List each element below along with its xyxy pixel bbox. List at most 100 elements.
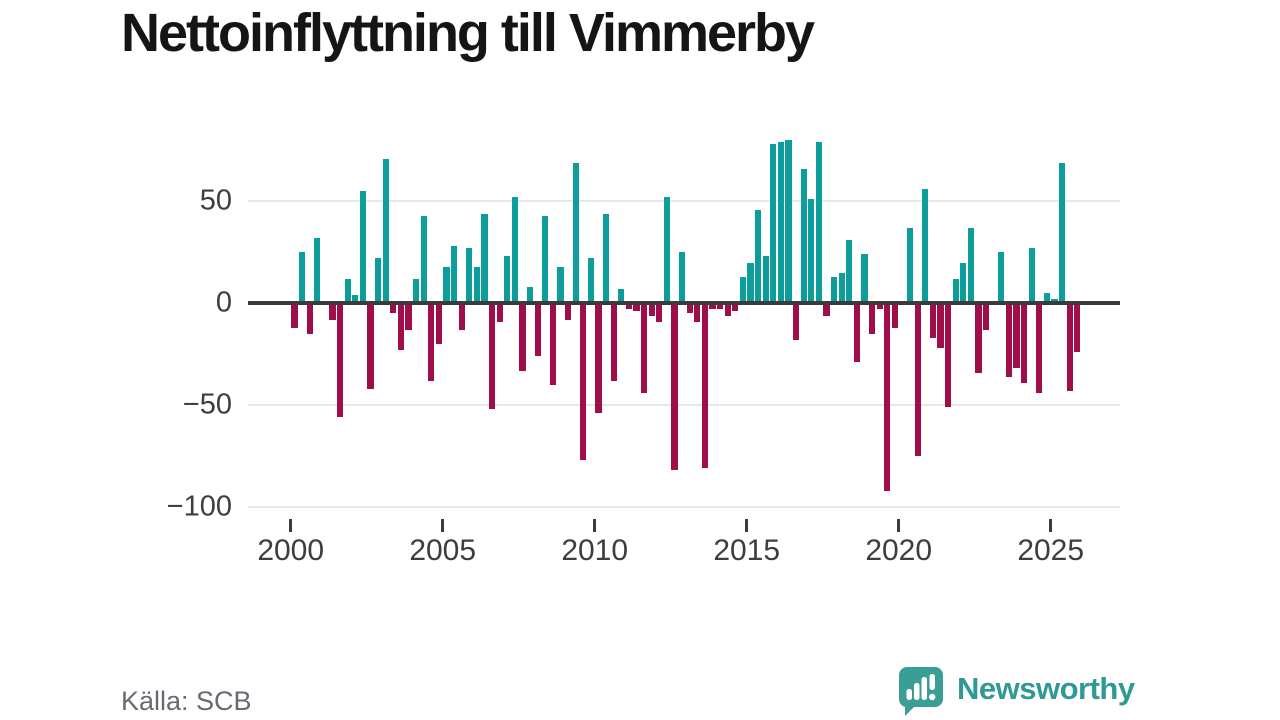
bar-2001-q2 <box>329 303 336 320</box>
bar-2001-q3 <box>336 303 344 418</box>
bar-2020-q4 <box>922 189 929 304</box>
gridline--50 <box>248 404 1120 407</box>
y-axis-label-50: 50 <box>199 184 232 217</box>
x-axis-label-2005: 2005 <box>409 534 477 567</box>
bar-2024-q1 <box>1020 303 1028 383</box>
x-axis-tick-2025 <box>1049 519 1053 532</box>
bar-2021-q1 <box>929 303 937 338</box>
bar-2000-q2 <box>298 252 306 304</box>
bar-2010-q2 <box>602 213 610 304</box>
bar-2012-q2 <box>663 197 671 304</box>
newsworthy-logo: Newsworthy <box>898 666 1135 716</box>
newsworthy-logo-icon <box>899 667 943 716</box>
bar-2003-q2 <box>390 303 397 314</box>
bar-2009-q4 <box>587 258 595 304</box>
bar-2003-q4 <box>405 303 412 330</box>
bar-2002-q1 <box>352 295 359 304</box>
bar-2022-q1 <box>960 262 967 304</box>
bar-2000-q4 <box>314 238 321 304</box>
bar-2009-q2 <box>572 162 579 304</box>
bar-2005-q4 <box>466 248 473 304</box>
bar-2015-q3 <box>762 256 769 304</box>
bar-2014-q3 <box>732 303 739 312</box>
bar-2025-q3 <box>1066 303 1073 391</box>
bar-2024-q4 <box>1043 293 1051 304</box>
bar-2007-q1 <box>504 256 511 304</box>
bar-2014-q1 <box>716 303 724 310</box>
x-axis-label-2020: 2020 <box>865 534 933 567</box>
bar-2019-q1 <box>868 303 876 334</box>
x-axis-zero-line <box>248 301 1120 306</box>
x-axis-tick-2015 <box>745 519 749 532</box>
bar-2012-q4 <box>678 252 686 304</box>
bar-2011-q4 <box>648 303 655 316</box>
bar-2002-q3 <box>367 303 374 389</box>
bar-2012-q1 <box>656 303 663 322</box>
bar-2013-q2 <box>694 303 701 322</box>
bar-2005-q1 <box>443 266 450 304</box>
x-axis-label-2010: 2010 <box>561 534 629 567</box>
bar-2017-q2 <box>815 142 823 304</box>
bar-2017-q3 <box>823 303 830 316</box>
bar-2009-q3 <box>580 303 587 461</box>
bar-2021-q3 <box>944 303 952 408</box>
bar-2013-q1 <box>686 303 693 314</box>
bar-2003-q3 <box>397 303 405 351</box>
y-axis-label--50: −50 <box>182 388 232 421</box>
bar-2006-q4 <box>496 303 503 322</box>
gridline-50 <box>248 200 1120 203</box>
bar-2013-q4 <box>709 303 716 310</box>
bar-2018-q2 <box>846 240 853 304</box>
bar-2000-q1 <box>291 303 298 328</box>
bar-2018-q3 <box>853 303 861 363</box>
bar-2003-q1 <box>382 158 389 304</box>
bar-2018-q1 <box>838 272 845 304</box>
bar-2012-q3 <box>671 303 678 471</box>
x-axis-tick-2000 <box>289 519 293 532</box>
bar-2022-q2 <box>967 227 975 304</box>
bar-2020-q3 <box>914 303 921 457</box>
bar-2016-q2 <box>785 140 792 304</box>
bar-2015-q2 <box>754 209 762 304</box>
bar-2023-q3 <box>1005 303 1013 377</box>
bar-2017-q4 <box>830 276 838 304</box>
bar-2011-q3 <box>640 303 648 393</box>
bar-2014-q4 <box>739 276 747 304</box>
bar-2006-q3 <box>488 303 496 410</box>
bar-2006-q1 <box>473 266 481 304</box>
x-axis-tick-2020 <box>897 519 901 532</box>
x-axis-label-2025: 2025 <box>1017 534 1085 567</box>
gridline--100 <box>248 506 1120 508</box>
bar-2016-q1 <box>777 142 785 304</box>
bar-2002-q2 <box>359 191 367 304</box>
bar-2006-q2 <box>481 213 488 304</box>
bar-2024-q2 <box>1028 248 1035 304</box>
bar-2011-q2 <box>633 303 640 312</box>
bar-2023-q2 <box>998 252 1005 304</box>
bar-2019-q2 <box>876 303 883 310</box>
bar-2007-q2 <box>511 197 519 304</box>
bar-2019-q3 <box>884 303 891 491</box>
bar-2010-q4 <box>618 289 625 304</box>
bar-2025-q4 <box>1074 303 1081 353</box>
x-axis-tick-2005 <box>441 519 445 532</box>
bar-2014-q2 <box>724 303 731 316</box>
bar-2017-q1 <box>808 199 815 304</box>
y-axis-label-0: 0 <box>215 286 232 319</box>
chart-title: Nettoinflyttning till Vimmerby <box>121 3 815 63</box>
bar-2009-q1 <box>564 303 572 320</box>
bar-2016-q4 <box>800 168 807 304</box>
y-axis-label--100: −100 <box>166 490 232 523</box>
bar-2001-q4 <box>344 278 351 304</box>
bar-2023-q4 <box>1013 303 1020 369</box>
bar-2004-q2 <box>420 215 427 304</box>
bar-2019-q4 <box>891 303 899 328</box>
bar-2005-q2 <box>450 246 458 304</box>
source-note: Källa: SCB <box>121 686 252 716</box>
x-axis-label-2000: 2000 <box>257 534 325 567</box>
bar-2013-q3 <box>701 303 709 469</box>
bar-2021-q4 <box>952 278 959 304</box>
bar-2008-q2 <box>542 215 549 304</box>
bar-2025-q2 <box>1058 162 1066 304</box>
